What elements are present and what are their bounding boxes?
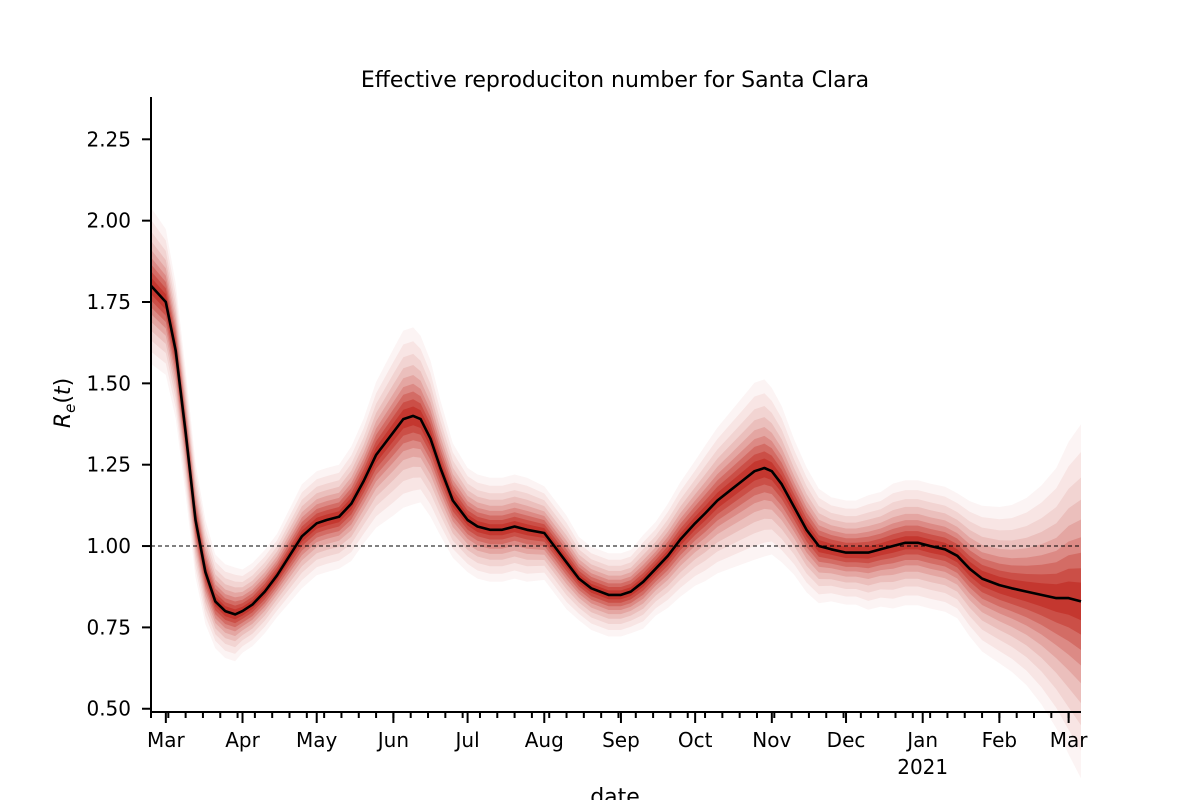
uncertainty-band-2 [151, 219, 1081, 751]
uncertainty-band-6 [151, 257, 1081, 666]
x-tick-label: Nov [752, 728, 791, 752]
axes: 0.50 0.75 1.00 1.25 1.50 1.75 2.00 2.25 Mar Apr Ma… [86, 97, 1088, 779]
x-tick-label: Mar [1050, 728, 1089, 752]
chart-title: Effective reproduciton number for Santa … [361, 68, 869, 93]
x-tick-label: Mar [147, 728, 186, 752]
median-line-group [150, 284, 1082, 616]
y-tick-label: 0.75 [86, 615, 131, 639]
x-tick-year-label: 2021 [897, 755, 948, 779]
x-tick-label: Oct [678, 728, 713, 752]
median-line [150, 284, 1082, 616]
y-tick-label: 1.25 [86, 453, 131, 477]
y-tick-label: 1.75 [86, 290, 131, 314]
x-tick-label: Apr [225, 728, 260, 752]
uncertainty-bands [151, 207, 1081, 779]
uncertainty-band-4 [151, 240, 1081, 704]
uncertainty-band-1 [151, 207, 1081, 779]
x-tick-label: Jun [376, 728, 409, 752]
x-tick-label: Jan [905, 728, 938, 752]
x-axis-label: date [590, 785, 640, 800]
y-tick-label: 1.50 [86, 371, 131, 395]
x-tick-label: May [296, 728, 338, 752]
x-tick-label: Sep [602, 728, 640, 752]
x-tick-label: Jul [454, 728, 480, 752]
x-tick-label: Feb [982, 728, 1017, 752]
y-tick-label: 1.00 [86, 534, 131, 558]
uncertainty-band-8 [151, 271, 1081, 635]
y-tick-label: 2.25 [86, 127, 131, 151]
y-tick-label: 0.50 [86, 697, 131, 721]
x-tick-label: Aug [525, 728, 564, 752]
y-tick-label: 2.00 [86, 209, 131, 233]
uncertainty-band-3 [151, 231, 1081, 726]
uncertainty-band-5 [151, 249, 1081, 684]
x-tick-label: Dec [827, 728, 866, 752]
y-axis-label: Re(t) [51, 378, 79, 428]
uncertainty-band-9 [151, 277, 1081, 621]
